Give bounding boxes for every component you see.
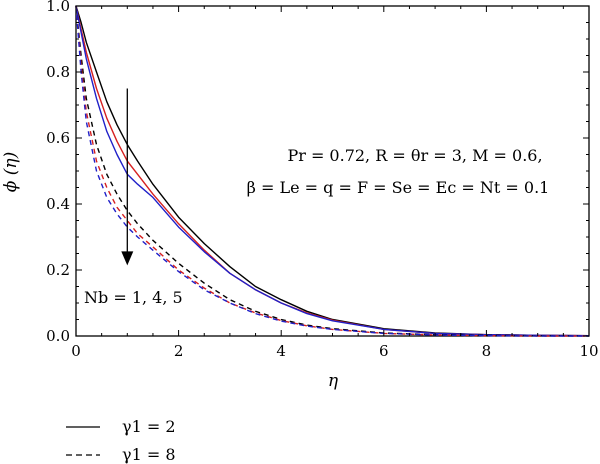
series-line-gamma8-nb4 <box>75 5 589 337</box>
x-tick-label: 8 <box>482 342 492 360</box>
params-line-2: β = Le = q = F = Se = Ec = Nt = 0.1 <box>247 178 550 197</box>
x-tick-label: 4 <box>276 342 286 360</box>
y-tick-label: 0.6 <box>46 129 70 147</box>
x-tick-label: 2 <box>174 342 184 360</box>
y-tick-label: 0.0 <box>46 327 70 345</box>
series-layer <box>75 5 590 337</box>
y-tick-label: 1.0 <box>46 0 70 15</box>
legend: γ1 = 2 γ1 = 8 <box>66 417 176 464</box>
plot-frame <box>75 5 590 337</box>
y-axis-label: ϕ (η) <box>1 152 21 192</box>
x-tick-label: 10 <box>579 342 598 360</box>
y-tick-label: 0.4 <box>46 195 70 213</box>
series-line-gamma8-nb1 <box>75 5 590 337</box>
x-tick-label: 6 <box>379 342 389 360</box>
legend-label-gamma-8: γ1 = 8 <box>122 445 176 464</box>
nb-arrow-head <box>121 251 134 266</box>
y-tick-label: 0.2 <box>46 261 70 279</box>
series-line-gamma2-nb1 <box>75 5 590 337</box>
nb-label: Nb = 1, 4, 5 <box>84 288 183 307</box>
x-tick-label: 0 <box>71 342 81 360</box>
series-line-gamma2-nb4 <box>75 5 590 337</box>
y-tick-label: 0.8 <box>46 63 70 81</box>
x-axis-label: η <box>328 371 339 391</box>
params-line-1: Pr = 0.72, R = θr = 3, M = 0.6, <box>287 146 542 165</box>
legend-label-gamma-2: γ1 = 2 <box>122 417 176 436</box>
series-line-gamma8-nb5 <box>75 5 589 337</box>
series-line-gamma2-nb5 <box>75 5 590 337</box>
ticks-layer: 0 2 4 6 8 10 0.0 0.2 0.4 0.6 0.8 1.0 <box>46 0 598 360</box>
